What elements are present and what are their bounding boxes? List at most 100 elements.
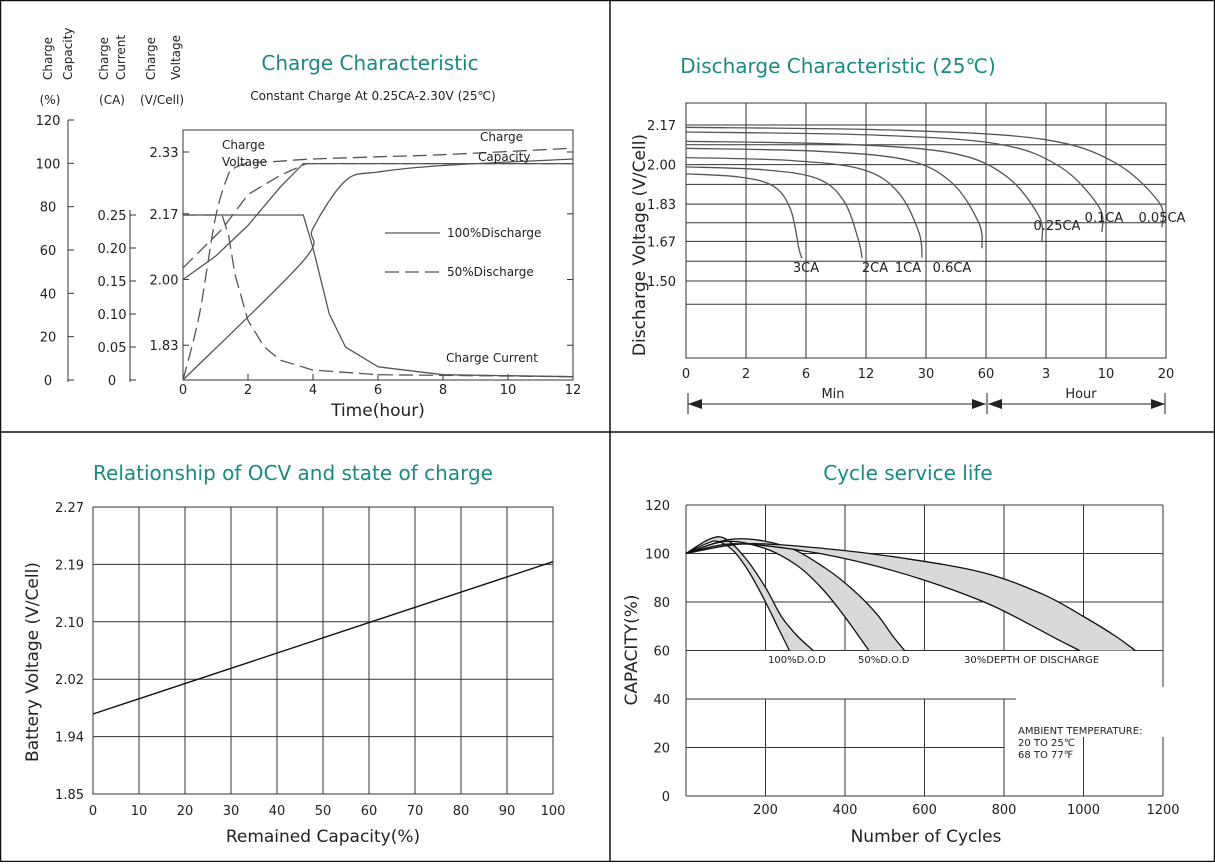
- series-charge-current-100-: [183, 214, 574, 378]
- legend-100-discharge: 100%Discharge: [447, 226, 541, 240]
- voltage-tick-label: 2.17: [150, 208, 179, 223]
- curve-label: 0.6CA: [933, 261, 972, 276]
- x-tick-label: 0: [682, 367, 690, 382]
- y-tick-label: 1.94: [55, 731, 84, 746]
- x-tick-label: 100: [541, 804, 566, 819]
- y-tick-label: 100: [645, 548, 670, 563]
- capacity-axis-unit: (%): [40, 93, 61, 107]
- current-axis-header-line1: Charge: [97, 37, 111, 80]
- x-tick-label: 20: [1158, 367, 1175, 382]
- x-tick-label: 2: [244, 383, 252, 398]
- chart-subtitle: Constant Charge At 0.25CA-2.30V (25℃): [250, 89, 495, 103]
- capacity-tick-label: 40: [40, 287, 57, 302]
- voltage-axis-header-line1: Charge: [144, 37, 158, 80]
- voltage-axis-unit: (V/Cell): [140, 93, 184, 107]
- chart-title: Discharge Characteristic (25℃): [680, 54, 996, 78]
- curve-labels: 3CA 2CA 1CA 0.6CA 0.25CA 0.1CA 0.05CA: [793, 211, 1186, 276]
- y-tick-label: 2.17: [647, 119, 676, 134]
- x-axis-label: Time(hour): [330, 401, 425, 421]
- x-tick-label: 30: [223, 804, 240, 819]
- capacity-axis-header-line1: Charge: [41, 37, 55, 80]
- x-tick-label: 70: [407, 804, 424, 819]
- voltage-tick-label: 2.33: [150, 146, 179, 161]
- curve-label: 0.25CA: [1034, 219, 1081, 234]
- x-tick-label: 200: [753, 803, 778, 818]
- ambient-note-line1: AMBIENT TEMPERATURE:: [1018, 726, 1142, 737]
- cycle-service-life-chart: Cycle service life CAPACITY(%) Number of…: [622, 461, 1180, 847]
- x-tick-label: 10: [131, 804, 148, 819]
- capacity-tick-label: 120: [36, 114, 61, 129]
- capacity-tick-label: 60: [40, 244, 57, 259]
- charge-curves: [182, 147, 574, 381]
- discharge-curve-0-1ca: [685, 131, 1104, 233]
- band-upper-30-depth-of-discharge: [685, 543, 1136, 652]
- voltage-axis-ticks: 2.33 2.17 2.00 1.83: [150, 146, 573, 354]
- x-tick-label: 400: [833, 803, 858, 818]
- x-tick-label: 50: [315, 804, 332, 819]
- x-tick-label: 1000: [1067, 803, 1100, 818]
- x-tick-label: 80: [453, 804, 470, 819]
- voltage-axis-header-line2: Voltage: [169, 35, 183, 80]
- x-tick-label: 4: [309, 383, 317, 398]
- x-tick-label: 12: [858, 367, 875, 382]
- discharge-curve-1ca: [685, 156, 923, 258]
- series-charge-capacity-50-: [182, 147, 574, 381]
- discharge-curves: [685, 126, 1164, 259]
- x-tick-label: 8: [439, 383, 447, 398]
- band-lower-50-d-o-d: [685, 540, 870, 651]
- y-axis-ticks: 2.27 2.19 2.10 2.02 1.94 1.85: [55, 501, 84, 803]
- grid-lines: [685, 504, 1166, 797]
- min-unit-label: Min: [821, 387, 844, 402]
- ocv-soc-chart: Relationship of OCV and state of charge …: [23, 461, 565, 847]
- x-tick-label: 10: [500, 383, 517, 398]
- series-charge-voltage-50-: [182, 162, 573, 269]
- y-tick-label: 0: [662, 790, 670, 805]
- min-arrow-left-head: [688, 399, 702, 409]
- ambient-note-line2: 20 TO 25℃: [1018, 738, 1075, 749]
- x-axis-ticks: 0 2 6 12 30 60 3 10 20: [682, 367, 1174, 382]
- capacity-tick-label: 80: [40, 201, 57, 216]
- series-charge-capacity-100-: [182, 158, 574, 381]
- curve-label: 2CA: [862, 261, 888, 276]
- band-upper-50-d-o-d: [685, 538, 906, 651]
- band-fill-100-d-o-d: [686, 536, 814, 651]
- curve-label-voltage-line2: Voltage: [222, 155, 267, 169]
- curve-label: 0.05CA: [1139, 211, 1186, 226]
- ocv-line: [92, 561, 554, 715]
- charge-characteristic-chart: Charge Characteristic Constant Charge At…: [36, 28, 582, 421]
- current-tick-label: 0.05: [98, 341, 127, 356]
- y-tick-label: 1.83: [647, 198, 676, 213]
- x-axis-label: Number of Cycles: [851, 827, 1002, 847]
- y-axis-label: Battery Voltage (V/Cell): [23, 562, 43, 762]
- discharge-curve-0-05ca: [685, 126, 1164, 228]
- curve-label-capacity-line2: Capacity: [478, 150, 530, 164]
- curve-label-current: Charge Current: [446, 351, 538, 365]
- label-50-dod: 50%D.O.D: [858, 655, 910, 666]
- grid-lines: [686, 103, 1166, 358]
- current-tick-label: 0.20: [98, 242, 127, 257]
- series-charge-current-50-: [183, 214, 574, 378]
- y-tick-label: 1.67: [647, 235, 676, 250]
- x-tick-label: 12: [565, 383, 582, 398]
- y-tick-label: 60: [653, 645, 670, 660]
- y-tick-label: 120: [645, 499, 670, 514]
- grid-lines: [92, 506, 554, 795]
- chart-title: Charge Characteristic: [261, 51, 478, 75]
- band-upper-100-d-o-d: [685, 536, 814, 651]
- capacity-tick-label: 20: [40, 331, 57, 346]
- label-30-dod: 30%DEPTH OF DISCHARGE: [964, 655, 1099, 666]
- x-tick-label: 1200: [1146, 803, 1179, 818]
- y-tick-label: 2.10: [55, 616, 84, 631]
- band-fill-50-d-o-d: [686, 538, 905, 651]
- capacity-axis-ticks: 120 100 80 60 40 20 0: [36, 114, 74, 389]
- x-tick-label: 30: [918, 367, 935, 382]
- band-fill-30-depth-of-discharge: [686, 543, 1136, 651]
- current-tick-label: 0.15: [98, 275, 127, 290]
- discharge-curve-2ca: [685, 166, 863, 259]
- band-lower-30-depth-of-discharge: [685, 543, 1080, 652]
- band-lower-100-d-o-d: [685, 540, 790, 651]
- ambient-note-line3: 68 TO 77℉: [1018, 750, 1073, 761]
- min-arrow-right-head: [972, 399, 986, 409]
- y-axis-label: CAPACITY(%): [622, 594, 642, 705]
- x-tick-label: 60: [978, 367, 995, 382]
